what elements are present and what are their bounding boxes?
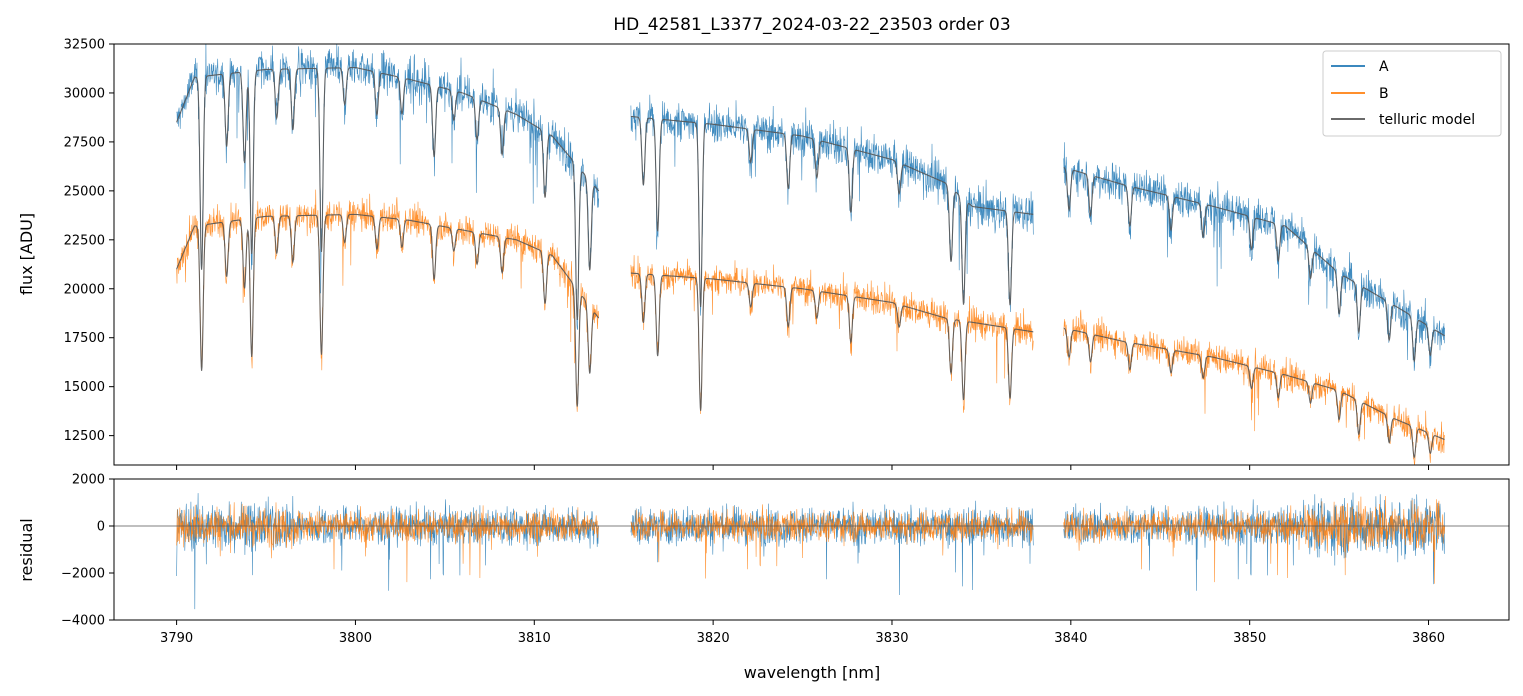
telluric-model-line bbox=[176, 66, 1445, 363]
legend-frame bbox=[1322, 50, 1502, 137]
residual-x-tick-label: 3840 bbox=[1054, 631, 1087, 646]
residual-panel: −4000 −2000 0 2000 3790 3800 3810 3820 3830 3840… bbox=[17, 473, 1510, 682]
residual-x-tick-label: 3850 bbox=[1233, 631, 1266, 646]
residual-y-axis-label: residual bbox=[17, 518, 36, 581]
residual-y-tick-label: 0 bbox=[97, 520, 105, 535]
residual-x-tick-label: 3790 bbox=[160, 631, 193, 646]
residual-y-tick-label: −2000 bbox=[61, 567, 105, 582]
flux-y-tick-label: 30000 bbox=[64, 86, 105, 101]
residual-plot-area bbox=[114, 492, 1509, 610]
residual-x-tick-label: 3800 bbox=[339, 631, 372, 646]
flux-plot-area bbox=[176, 44, 1445, 465]
residual-axes-frame bbox=[113, 478, 1510, 621]
flux-y-tick-label: 15000 bbox=[64, 380, 105, 395]
residual-x-tick-label: 3820 bbox=[697, 631, 730, 646]
flux-axes-frame bbox=[113, 43, 1510, 466]
residual-y-ticks: −4000 −2000 0 2000 bbox=[61, 473, 114, 629]
flux-x-ticks bbox=[176, 465, 1430, 470]
legend-label-telluric-model: telluric model bbox=[1379, 112, 1475, 128]
legend-label-b: B bbox=[1379, 86, 1389, 102]
flux-y-tick-label: 12500 bbox=[64, 429, 105, 444]
flux-y-ticks: 12500 15000 17500 20000 22500 25000 27500 30000… bbox=[64, 38, 114, 444]
flux-y-tick-label: 22500 bbox=[64, 233, 105, 248]
flux-panel: 12500 15000 17500 20000 22500 25000 27500 30000… bbox=[17, 38, 1510, 470]
x-axis-label: wavelength [nm] bbox=[744, 663, 881, 682]
flux-y-axis-label: flux [ADU] bbox=[17, 213, 36, 295]
residual-y-tick-label: −4000 bbox=[61, 614, 105, 629]
flux-y-tick-label: 17500 bbox=[64, 331, 105, 346]
residual-x-tick-label: 3860 bbox=[1412, 631, 1445, 646]
residual-x-ticks: 3790 3800 3810 3820 3830 3840 3850 3860 bbox=[160, 620, 1445, 646]
legend-label-a: A bbox=[1379, 59, 1389, 75]
legend: A B telluric model bbox=[1322, 50, 1502, 137]
residual-x-tick-label: 3810 bbox=[518, 631, 551, 646]
residual-x-tick-label: 3830 bbox=[875, 631, 908, 646]
flux-y-tick-label: 32500 bbox=[64, 38, 105, 53]
flux-y-tick-label: 27500 bbox=[64, 135, 105, 150]
chart-title: HD_42581_L3377_2024-03-22_23503 order 03 bbox=[613, 15, 1010, 35]
residual-line-b bbox=[176, 495, 1445, 584]
residual-y-tick-label: 2000 bbox=[72, 473, 105, 488]
flux-y-tick-label: 20000 bbox=[64, 282, 105, 297]
telluric-model-line bbox=[176, 213, 1445, 459]
flux-y-tick-label: 25000 bbox=[64, 184, 105, 199]
